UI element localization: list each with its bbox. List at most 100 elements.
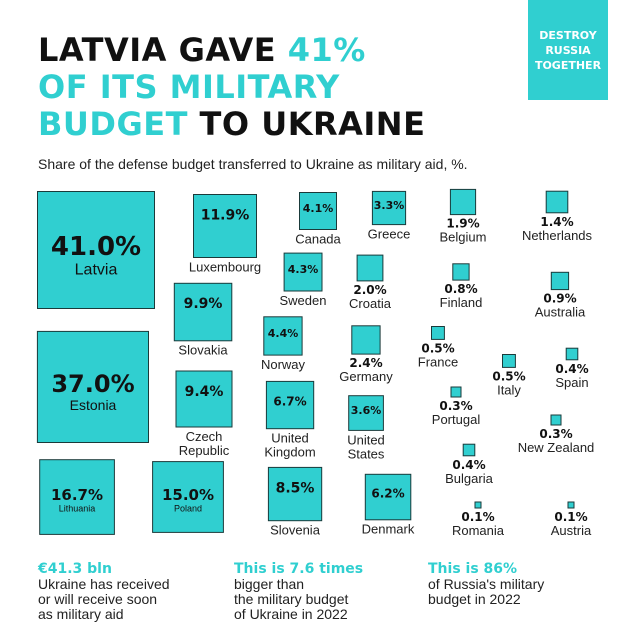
label-australia: Australia <box>535 305 586 320</box>
square-slovakia <box>173 282 233 342</box>
label-austria: Austria <box>551 523 592 538</box>
title-line1: LATVIA GAVE <box>38 31 288 69</box>
value-germany: 2.4% <box>349 356 382 370</box>
badge-line-1: DESTROY <box>539 28 597 42</box>
label-new-zealand: New Zealand <box>518 440 595 455</box>
square-poland <box>152 461 224 533</box>
footer-highlight-3: This is 86% <box>428 561 518 577</box>
label-united-kingdom-1: Kingdom <box>264 445 315 460</box>
label-croatia: Croatia <box>349 296 392 311</box>
value-czech-republic: 9.4% <box>185 384 224 400</box>
label-latvia: Latvia <box>75 262 118 279</box>
footer-text-2-2: the military budget <box>234 591 349 607</box>
value-france: 0.5% <box>421 341 454 355</box>
label-denmark: Denmark <box>362 522 415 537</box>
square-germany <box>351 325 381 355</box>
label-united-states-1: States <box>348 446 385 461</box>
square-denmark <box>364 473 412 521</box>
destroy-russia-badge: DESTROY RUSSIA TOGETHER <box>528 0 608 100</box>
label-belgium: Belgium <box>440 230 487 245</box>
footer-text-3-2: budget in 2022 <box>428 591 521 607</box>
square-new-zealand <box>550 414 562 426</box>
badge-line-2: RUSSIA <box>545 43 591 57</box>
title-line3-accent: BUDGET <box>38 105 188 143</box>
square-australia <box>550 271 570 291</box>
label-poland: Poland <box>174 503 202 513</box>
value-austria: 0.1% <box>554 510 587 524</box>
value-netherlands: 1.4% <box>540 215 573 229</box>
value-luxembourg: 11.9% <box>201 207 250 223</box>
value-spain: 0.4% <box>555 362 588 376</box>
chart-subtitle: Share of the defense budget transferred … <box>38 156 468 172</box>
square-finland <box>452 263 470 281</box>
footer-highlight-2: This is 7.6 times <box>234 561 364 577</box>
square-spain <box>565 347 579 361</box>
square-netherlands <box>545 190 569 214</box>
label-romania: Romania <box>452 523 505 538</box>
label-lithuania: Lithuania <box>59 503 96 513</box>
label-spain: Spain <box>555 375 588 390</box>
square-croatia <box>356 254 384 282</box>
value-croatia: 2.0% <box>353 283 386 297</box>
value-greece: 3.3% <box>374 199 405 212</box>
footer-block-3: This is 86% of Russia's military budget … <box>428 562 544 607</box>
value-australia: 0.9% <box>543 292 576 306</box>
label-portugal: Portugal <box>432 412 481 427</box>
square-portugal <box>450 386 462 398</box>
square-estonia <box>36 330 149 443</box>
square-bulgaria <box>462 443 476 457</box>
value-sweden: 4.3% <box>288 263 319 276</box>
value-united-kingdom: 6.7% <box>273 394 306 408</box>
label-czech-republic: Czech <box>186 429 223 444</box>
label-slovakia: Slovakia <box>178 343 228 358</box>
footer-text-2-1: bigger than <box>234 576 305 592</box>
label-sweden: Sweden <box>280 293 327 308</box>
footer-block-1: €41.3 bln Ukraine has received or will r… <box>38 562 170 622</box>
footer-text-2-3: of Ukraine in 2022 <box>234 606 348 622</box>
badge-line-3: TOGETHER <box>534 58 602 72</box>
label-united-states: United <box>347 432 385 447</box>
label-estonia: Estonia <box>70 397 117 413</box>
footer-text-1-2: or will receive soon <box>38 591 158 607</box>
square-luxembourg <box>193 194 257 258</box>
footer-text-1-1: Ukraine has received <box>38 576 170 592</box>
label-slovenia: Slovenia <box>270 523 321 538</box>
footer-text-1-3: as military aid <box>38 606 124 622</box>
footer-highlight-1: €41.3 bln <box>38 561 112 577</box>
value-bulgaria: 0.4% <box>452 458 485 472</box>
value-lithuania: 16.7% <box>51 486 103 504</box>
value-new-zealand: 0.3% <box>539 427 572 441</box>
label-france: France <box>418 354 458 369</box>
square-united-kingdom <box>265 380 315 430</box>
square-romania <box>474 501 482 509</box>
value-latvia: 41.0% <box>51 232 141 262</box>
label-italy: Italy <box>497 382 521 397</box>
label-netherlands: Netherlands <box>522 228 593 243</box>
square-czech-republic <box>175 370 233 428</box>
label-norway: Norway <box>261 357 306 372</box>
square-latvia <box>37 191 155 309</box>
square-france <box>431 326 445 340</box>
square-sweden <box>283 252 323 292</box>
square-belgium <box>449 188 477 216</box>
square-austria <box>567 501 575 509</box>
square-united-states <box>348 395 384 431</box>
value-romania: 0.1% <box>461 510 494 524</box>
value-slovenia: 8.5% <box>276 480 315 496</box>
title-line2: OF ITS MILITARY <box>38 68 340 106</box>
value-finland: 0.8% <box>444 282 477 296</box>
footer-block-2: This is 7.6 times bigger than the milita… <box>234 562 363 622</box>
value-poland: 15.0% <box>162 486 214 504</box>
square-canada <box>299 192 337 230</box>
footer-text-3-1: of Russia's military <box>428 576 545 592</box>
square-lithuania <box>39 459 115 535</box>
value-norway: 4.4% <box>268 327 299 340</box>
label-united-kingdom: United <box>271 431 309 446</box>
value-slovakia: 9.9% <box>184 296 223 312</box>
label-luxembourg: Luxembourg <box>189 260 261 275</box>
square-slovenia <box>267 466 323 522</box>
value-united-states: 3.6% <box>351 404 382 417</box>
label-bulgaria: Bulgaria <box>445 471 493 486</box>
square-italy <box>502 354 516 368</box>
